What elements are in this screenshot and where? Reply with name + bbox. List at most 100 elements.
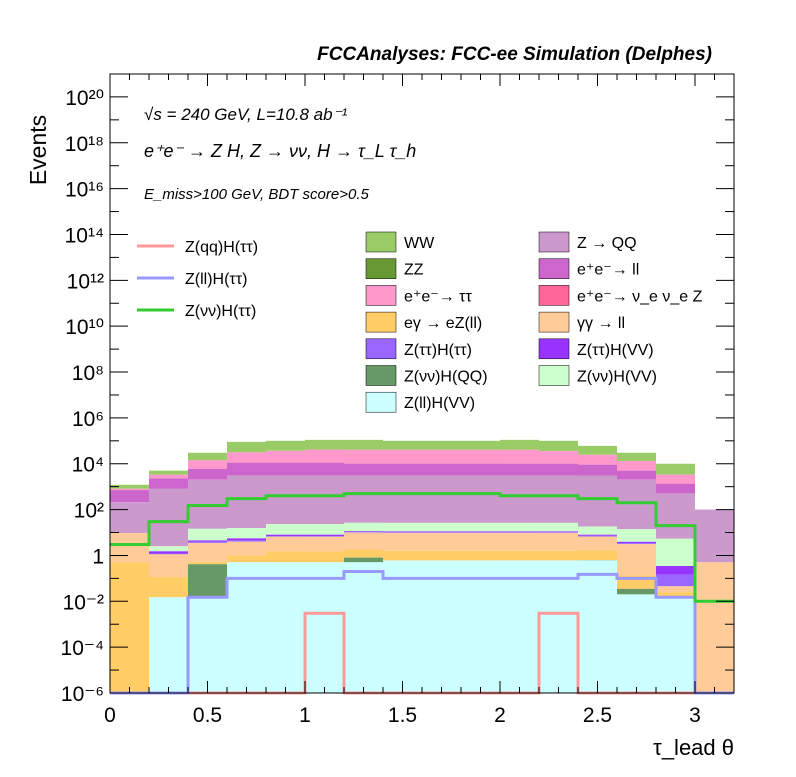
bar-ll-8 [422, 533, 461, 551]
bar-e-e-ll-12 [578, 465, 617, 476]
bar-e-ez-ll-12 [578, 551, 617, 561]
bar-z-ll-h-vv-6 [344, 562, 383, 693]
bar-ww-1 [149, 471, 188, 475]
bar-ww-11 [539, 441, 578, 451]
bar-e-ez-ll-4 [266, 551, 305, 562]
y-tick-label: 10¹⁰ [65, 316, 104, 339]
bar-z-h-3 [227, 540, 266, 541]
bar-e-e-ll-10 [500, 464, 539, 476]
bar-ww-4 [266, 441, 305, 451]
bar-z-h-9 [461, 532, 500, 533]
legend-swatch-e-e-ll [539, 259, 569, 279]
bar-e-e-ll-13 [617, 471, 656, 480]
bar-ll-9 [461, 533, 500, 551]
bar-e-ez-ll-7 [383, 551, 422, 561]
bar-z-h-qq-6 [344, 558, 383, 563]
bar-z-ll-h-vv-13 [617, 594, 656, 693]
legend-label-z-qq-h: Z(qq)H(ττ) [185, 239, 258, 256]
y-tick-label: 1 [92, 545, 104, 568]
bar-e-ez-ll-6 [344, 550, 383, 558]
y-tick-label: 10²⁰ [65, 87, 104, 110]
legend-swatch-zz [366, 259, 396, 279]
x-tick-label: 0 [104, 704, 116, 727]
bar-e-e-1 [149, 475, 188, 479]
bar-z-h-vv-9 [461, 531, 500, 532]
bar-z-h-vv-8 [422, 523, 461, 532]
y-tick-label: 10⁻⁶ [61, 683, 104, 706]
bar-z-h-vv-2 [188, 540, 227, 541]
bar-z-qq-1 [149, 489, 188, 546]
bar-e-e-0 [110, 489, 149, 490]
bar-z-h-11 [539, 532, 578, 533]
bar-e-ez-ll-10 [500, 551, 539, 561]
bar-e-e-ll-3 [227, 463, 266, 476]
bar-z-h-2 [188, 542, 227, 543]
bar-z-qq-12 [578, 476, 617, 527]
legend-swatch-z-h-vv [539, 366, 569, 386]
bar-ll-1 [149, 554, 188, 577]
bar-ww-2 [188, 453, 227, 461]
bar-z-h-vv-14 [656, 566, 695, 575]
y-tick-label: 10¹⁴ [65, 224, 104, 247]
bar-z-h-vv-6 [344, 523, 383, 531]
y-tick-label: 10¹² [67, 270, 104, 293]
legend-swatch-z-h-vv [539, 339, 569, 359]
bar-e-ez-ll-0 [110, 562, 149, 693]
bar-e-e-ll-11 [539, 464, 578, 476]
legend-swatch-z-h [366, 339, 396, 359]
bar-ww-12 [578, 446, 617, 455]
bar-z-ll-h-vv-12 [578, 560, 617, 693]
bar-e-ez-ll-1 [149, 577, 188, 597]
bar-ww-14 [656, 464, 695, 475]
bar-z-h-vv-13 [617, 542, 656, 543]
y-tick-label: 10¹⁶ [65, 179, 104, 202]
bar-z-h-vv-4 [266, 535, 305, 536]
x-tick-label: 0.5 [193, 704, 222, 727]
bar-ll-4 [266, 537, 305, 552]
chart-title: FCCAnalyses: FCC-ee Simulation (Delphes) [317, 44, 712, 65]
bar-e-e-ll-1 [149, 478, 188, 488]
annotation-process: e⁺e⁻ → Z H, Z → νν, H → τ_L τ_h [144, 141, 416, 161]
bar-z-h-vv-14 [656, 539, 695, 566]
bar-e-e-ll-0 [110, 490, 149, 502]
bar-z-ll-h-vv-3 [227, 562, 266, 693]
bar-z-h-vv-13 [617, 529, 656, 542]
bar-z-qq-11 [539, 476, 578, 523]
bar-e-e-4 [266, 451, 305, 463]
bar-z-h-vv-9 [461, 523, 500, 532]
bar-ww-9 [461, 441, 500, 450]
bar-ww-7 [383, 441, 422, 450]
bar-z-qq-4 [266, 476, 305, 525]
bar-e-e-7 [383, 450, 422, 463]
histogram-bars [110, 440, 734, 693]
legend-label-e-e: e⁺e⁻→ ττ [404, 288, 472, 305]
bar-z-ll-h-vv-8 [422, 560, 461, 693]
legend-label-e-e-ll: e⁺e⁻→ ll [577, 262, 639, 279]
bar-ll-5 [305, 537, 344, 552]
bar-e-e-2 [188, 460, 227, 468]
legend-label-e-e-e-e-z: e⁺e⁻→ ν_e ν_e Z [577, 288, 703, 305]
bar-z-qq-14 [656, 493, 695, 538]
bar-e-e-5 [305, 450, 344, 463]
bar-ll-11 [539, 533, 578, 551]
bar-z-h-vv-1 [149, 546, 188, 551]
bar-e-e-13 [617, 461, 656, 470]
bar-ll-6 [344, 533, 383, 550]
bar-e-e-ll-6 [344, 464, 383, 476]
bar-e-e-ll-14 [656, 484, 695, 493]
bar-z-h-vv-1 [149, 551, 188, 553]
legend-label-zz: ZZ [404, 262, 424, 279]
legend-swatch-e-ez-ll [366, 312, 396, 332]
bar-e-e-ll-9 [461, 464, 500, 476]
bar-z-ll-h-vv-1 [149, 597, 188, 693]
bar-e-e-12 [578, 455, 617, 465]
legend-label-z-ll-h: Z(ll)H(ττ) [185, 271, 247, 288]
legend-swatch-ww [366, 232, 396, 252]
bar-e-e-ll-7 [383, 464, 422, 476]
x-tick-label: 1.5 [388, 704, 417, 727]
bar-z-h-1 [149, 554, 188, 555]
bar-ll-0 [110, 533, 149, 562]
bar-z-ll-h-vv-14 [656, 597, 695, 693]
bar-ww-5 [305, 440, 344, 450]
